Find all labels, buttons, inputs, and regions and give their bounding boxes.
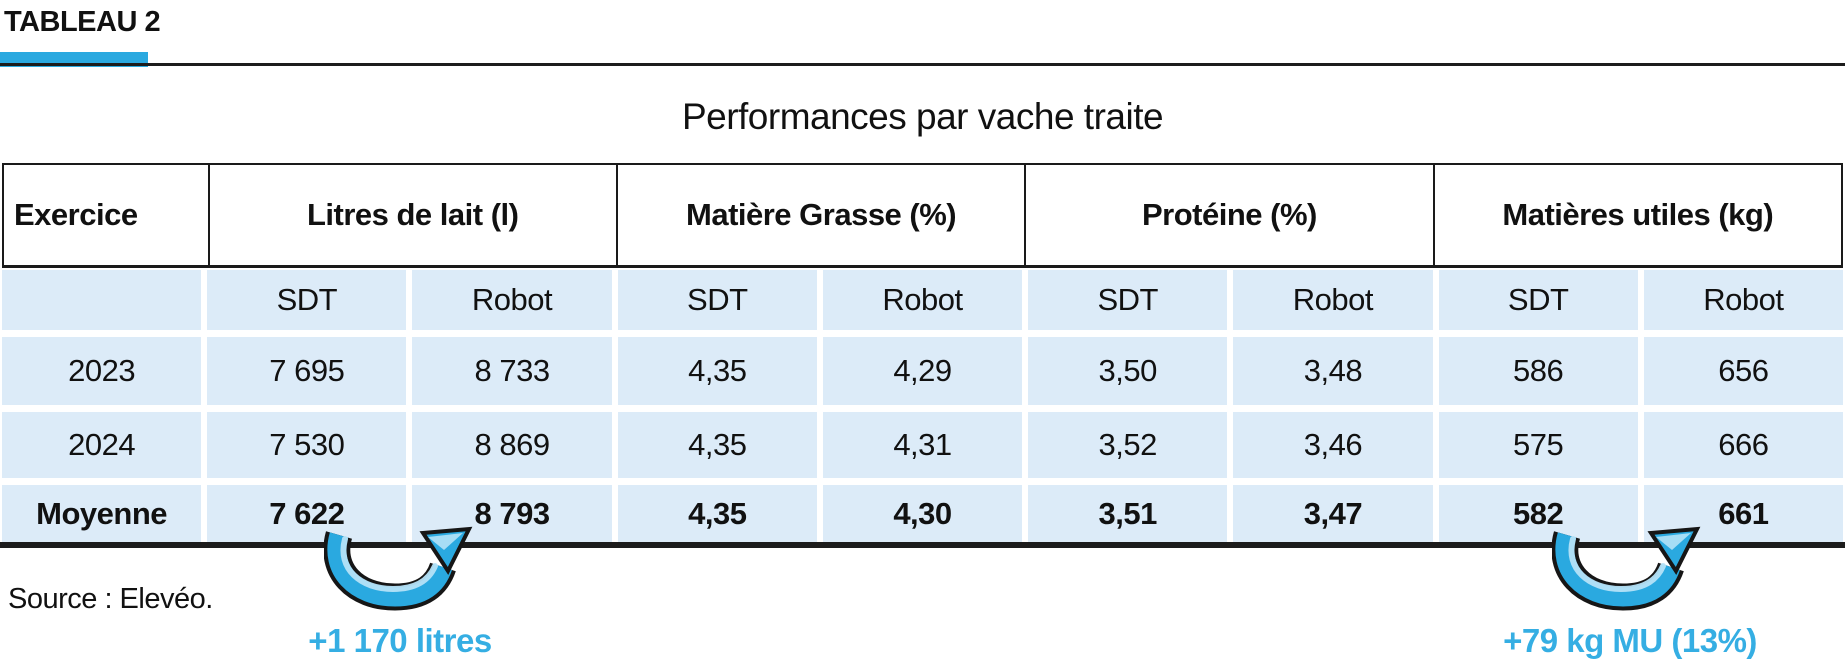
cell-value: 8 733 xyxy=(412,337,612,405)
cell-year: 2024 xyxy=(2,412,202,478)
header-cell-exercice: Exercice xyxy=(14,197,138,232)
subheader-cell-robot: Robot xyxy=(1233,270,1433,330)
cell-value: 3,52 xyxy=(1028,412,1228,478)
source-note: Source : Elevéo. xyxy=(8,583,213,615)
cell-value: 4,29 xyxy=(822,337,1023,405)
header-cell-matieres-utiles: Matières utiles (kg) xyxy=(1432,165,1841,265)
subheader-cell-sdt: SDT xyxy=(617,270,817,330)
tableau-tag: TABLEAU 2 xyxy=(4,6,161,38)
header-cell-matiere-grasse: Matière Grasse (%) xyxy=(615,165,1024,265)
cell-value: 4,35 xyxy=(617,337,817,405)
cell-value: 3,50 xyxy=(1028,337,1228,405)
increase-arrow-icon xyxy=(1552,526,1701,611)
subheader-cell-sdt: SDT xyxy=(1028,270,1228,330)
increase-arrow-icon xyxy=(324,526,473,611)
annotation-mu: +79 kg MU (13%) xyxy=(1503,622,1757,659)
table-bottom-rule xyxy=(0,542,1845,548)
cell-value: 4,31 xyxy=(822,412,1023,478)
cell-value: 656 xyxy=(1643,337,1843,405)
cell-value: 3,48 xyxy=(1233,337,1433,405)
table-header-row: Exercice Litres de lait (l) Matière Gras… xyxy=(2,163,1843,268)
cell-value: 3,47 xyxy=(1233,485,1433,542)
cell-value: 586 xyxy=(1438,337,1638,405)
table-body: SDT Robot SDT Robot SDT Robot SDT Robot … xyxy=(2,270,1843,542)
cell-year: 2023 xyxy=(2,337,202,405)
subheader-row: SDT Robot SDT Robot SDT Robot SDT Robot xyxy=(2,270,1843,330)
subheader-cell-sdt: SDT xyxy=(1438,270,1638,330)
cell-value: 3,46 xyxy=(1233,412,1433,478)
header-cell-proteine: Protéine (%) xyxy=(1024,165,1432,265)
table-row-2024: 2024 7 530 8 869 4,35 4,31 3,52 3,46 575… xyxy=(2,412,1843,478)
subheader-cell-robot: Robot xyxy=(1643,270,1843,330)
subheader-cell-empty xyxy=(2,270,202,330)
cell-value: 7 622 xyxy=(207,485,407,542)
annotation-litres: +1 170 litres xyxy=(308,622,492,659)
cell-value: 8 869 xyxy=(412,412,612,478)
subheader-cell-robot: Robot xyxy=(822,270,1023,330)
cell-row-label: Moyenne xyxy=(2,485,202,542)
cell-value: 4,30 xyxy=(822,485,1023,542)
table-row-2023: 2023 7 695 8 733 4,35 4,29 3,50 3,48 586… xyxy=(2,337,1843,405)
cell-value: 4,35 xyxy=(617,412,817,478)
cell-value: 7 530 xyxy=(207,412,407,478)
table-title: Performances par vache traite xyxy=(681,96,1164,137)
cell-value: 575 xyxy=(1438,412,1638,478)
subheader-cell-robot: Robot xyxy=(412,270,612,330)
subheader-cell-sdt: SDT xyxy=(207,270,407,330)
cell-value: 7 695 xyxy=(207,337,407,405)
cell-value: 3,51 xyxy=(1028,485,1228,542)
cell-value: 666 xyxy=(1643,412,1843,478)
header-cell-litres: Litres de lait (l) xyxy=(207,165,616,265)
top-rule xyxy=(0,63,1845,66)
cell-value: 582 xyxy=(1438,485,1638,542)
cell-value: 4,35 xyxy=(617,485,817,542)
performance-table: Exercice Litres de lait (l) Matière Gras… xyxy=(2,163,1843,542)
